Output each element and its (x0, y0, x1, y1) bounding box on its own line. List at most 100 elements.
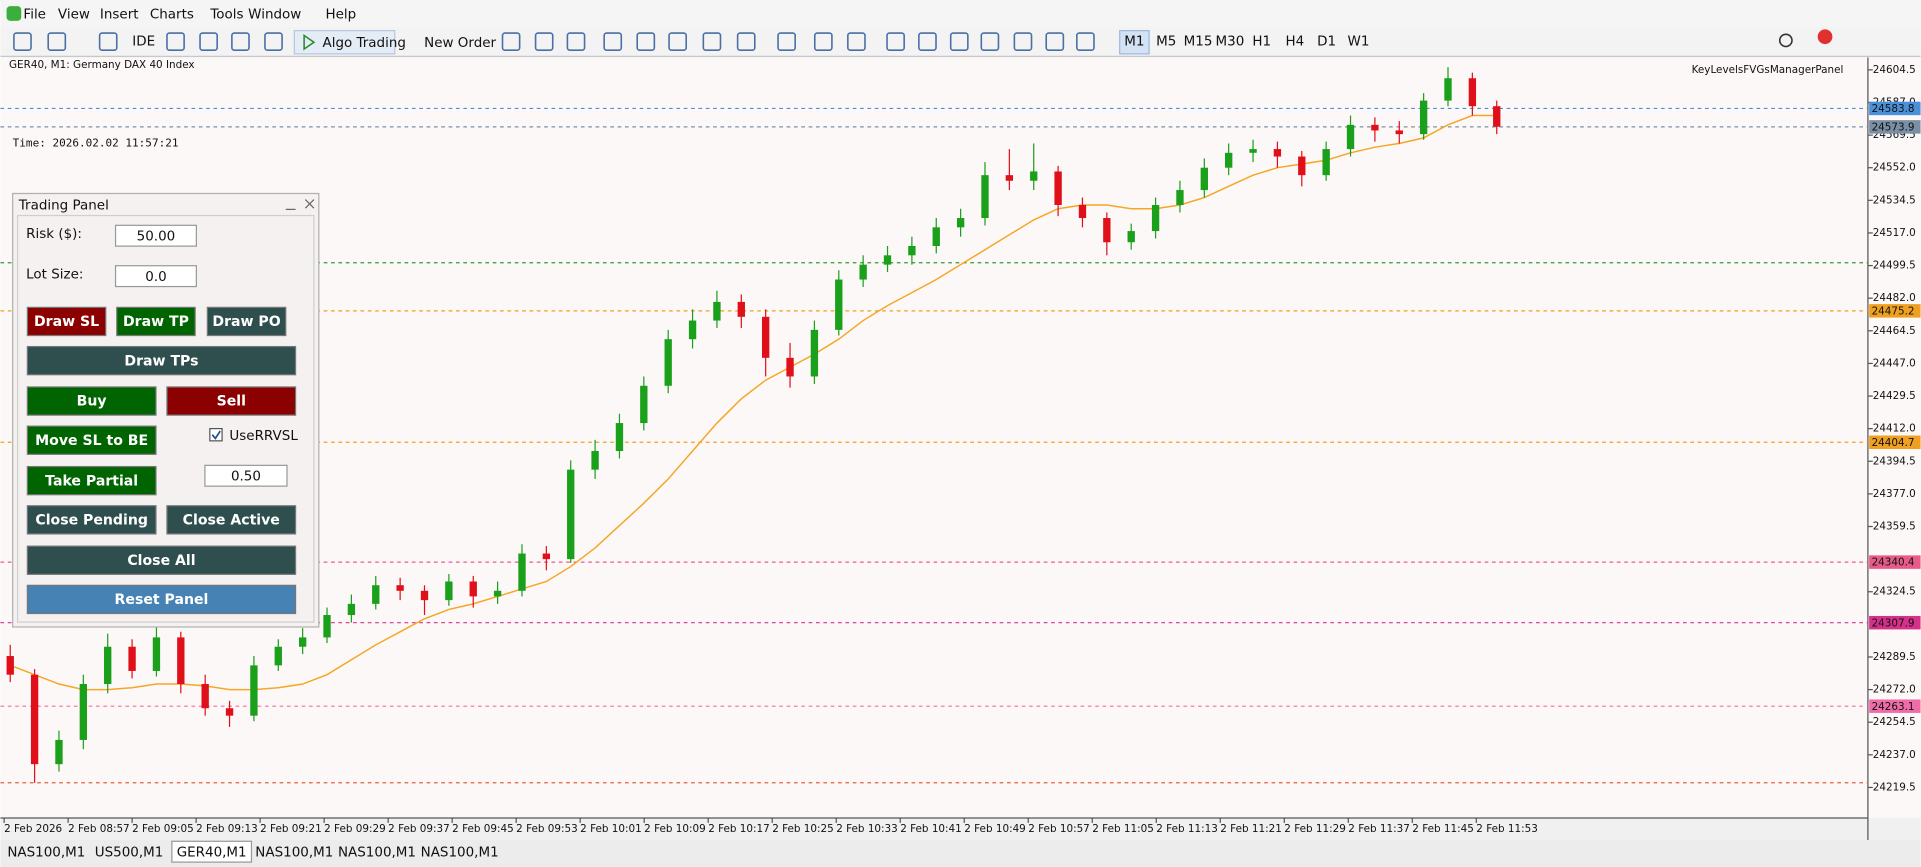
menu-item[interactable]: Help (326, 7, 357, 23)
search-icon[interactable] (1778, 33, 1793, 48)
tab[interactable] (419, 841, 500, 863)
tab-label[interactable]: NAS100,M1 (255, 844, 333, 860)
timeframe-button[interactable]: M5 (1156, 34, 1176, 50)
timeframe-button[interactable]: M30 (1216, 34, 1245, 50)
toolbar-icon[interactable] (231, 32, 250, 52)
tab[interactable] (337, 841, 417, 863)
button-bg[interactable] (26, 425, 157, 455)
button-label[interactable]: Draw SL (34, 314, 99, 330)
panel-button[interactable]: Close All (26, 545, 297, 575)
tab-label[interactable]: GER40,M1 (177, 844, 247, 860)
button-bg[interactable] (26, 345, 297, 376)
button-bg[interactable] (26, 306, 107, 337)
algo-trading-button[interactable] (293, 30, 396, 55)
button-bg[interactable] (26, 584, 297, 615)
tab-label[interactable]: NAS100,M1 (421, 844, 499, 860)
toolbar-icon[interactable] (847, 32, 866, 52)
toolbar-icon[interactable] (980, 32, 1000, 52)
button-bg[interactable] (166, 505, 297, 535)
button-label[interactable]: Draw PO (212, 314, 280, 330)
button-label[interactable]: Buy (77, 394, 107, 410)
tab-label[interactable]: US500,M1 (95, 844, 164, 860)
toolbar-icon[interactable] (47, 32, 67, 52)
toolbar-icon[interactable] (199, 32, 218, 52)
toolbar-icon[interactable] (98, 32, 118, 52)
toolbar-icon[interactable] (918, 32, 937, 52)
toolbar-label[interactable]: IDE (132, 34, 155, 50)
menu-item[interactable]: File (23, 7, 46, 23)
panel-button[interactable]: Draw PO (206, 306, 287, 337)
tab-label[interactable]: NAS100,M1 (338, 844, 416, 860)
panel-close[interactable] (304, 199, 315, 209)
button-bg[interactable] (26, 465, 157, 496)
timeframe-button[interactable]: M15 (1184, 34, 1213, 50)
button-bg[interactable] (206, 306, 287, 337)
button-bg[interactable] (116, 306, 196, 337)
menu-item[interactable]: View (58, 7, 90, 23)
timeframe-button[interactable]: W1 (1348, 34, 1370, 50)
toolbar-icon[interactable] (736, 32, 756, 52)
toolbar-icon[interactable] (949, 32, 969, 52)
panel-button[interactable]: Draw TPs (26, 345, 297, 376)
text-input[interactable] (114, 265, 197, 288)
button-label[interactable]: Sell (217, 394, 246, 410)
timeframe-button[interactable]: H4 (1285, 34, 1304, 50)
text-input[interactable] (204, 464, 288, 487)
timeframe-button[interactable]: M1 (1124, 34, 1144, 50)
candle-body (1176, 190, 1184, 205)
panel-button[interactable]: Close Pending (26, 505, 157, 535)
toolbar-icon[interactable] (702, 32, 722, 52)
toolbar-icon[interactable] (534, 32, 554, 52)
menu-item[interactable]: Charts (150, 7, 194, 23)
timeframe-button[interactable]: H1 (1252, 34, 1271, 50)
panel-button[interactable]: Reset Panel (26, 584, 297, 615)
candle-body (225, 708, 234, 716)
toolbar-icon[interactable] (1045, 32, 1065, 52)
panel-button[interactable]: Take Partial (26, 465, 157, 496)
panel-button[interactable]: Draw TP (116, 306, 196, 337)
candle-body (835, 279, 843, 330)
button-bg[interactable] (26, 505, 157, 535)
timeframe-button[interactable]: D1 (1317, 34, 1336, 50)
toolbar-icon[interactable] (501, 32, 521, 52)
menu-item[interactable]: Window (248, 7, 301, 23)
toolbar-icon[interactable] (636, 32, 656, 52)
button-label[interactable]: Close Pending (35, 512, 148, 528)
tab[interactable] (89, 841, 169, 863)
menu-item[interactable]: Insert (100, 7, 139, 23)
toolbar-icon[interactable] (777, 32, 796, 52)
button-label[interactable]: Close Active (183, 512, 280, 528)
menu-item[interactable]: Tools (209, 7, 243, 23)
button-label[interactable]: Move SL to BE (35, 433, 148, 449)
panel-button[interactable]: Move SL to BE (26, 425, 157, 455)
toolbar-icon[interactable] (603, 32, 623, 52)
tab-label[interactable]: NAS100,M1 (7, 844, 85, 860)
button-label[interactable]: Draw TP (123, 314, 189, 330)
tab[interactable] (171, 840, 253, 863)
panel-button[interactable]: Buy (26, 386, 157, 416)
button-bg[interactable] (26, 386, 157, 416)
button-label[interactable]: Reset Panel (115, 592, 209, 608)
tab[interactable] (6, 841, 87, 863)
text-input[interactable] (114, 224, 197, 247)
button-label[interactable]: Take Partial (45, 473, 138, 489)
toolbar-icon[interactable] (1013, 32, 1033, 52)
toolbar-icon[interactable] (813, 32, 833, 52)
toolbar-label[interactable]: Algo Trading (322, 35, 405, 51)
toolbar-icon[interactable] (1076, 32, 1095, 52)
toolbar-icon[interactable] (566, 32, 586, 52)
tab[interactable] (254, 841, 335, 863)
toolbar-icon[interactable] (668, 32, 687, 52)
button-bg[interactable] (26, 545, 297, 575)
panel-button[interactable]: Close Active (166, 505, 297, 535)
panel-button[interactable]: Draw SL (26, 306, 107, 337)
toolbar-icon[interactable] (264, 32, 283, 52)
button-bg[interactable] (166, 386, 297, 416)
toolbar-icon[interactable] (166, 32, 185, 52)
panel-button[interactable]: Sell (166, 386, 297, 416)
button-label[interactable]: Close All (127, 553, 195, 569)
toolbar-icon[interactable] (13, 32, 32, 52)
toolbar-label[interactable]: New Order (424, 35, 496, 51)
toolbar-icon[interactable] (886, 32, 905, 52)
button-label[interactable]: Draw TPs (124, 353, 198, 369)
